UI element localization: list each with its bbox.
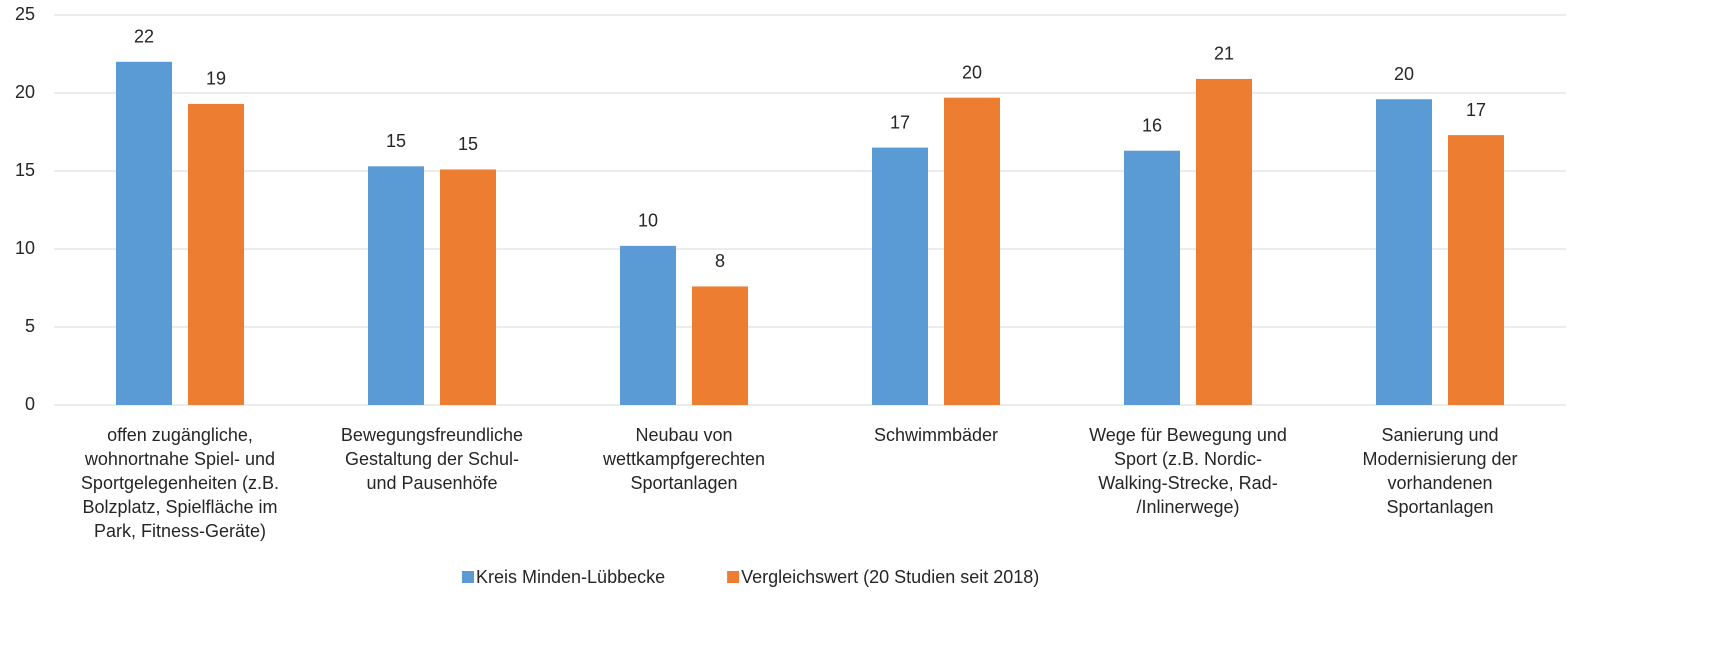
data-label: 22 [134, 27, 154, 47]
x-tick-label: Bewegungsfreundliche [341, 425, 523, 445]
bar [1376, 99, 1432, 406]
x-tick-label: Sportanlagen [1386, 497, 1493, 517]
x-tick-label: Sanierung und [1381, 425, 1498, 445]
bar [368, 166, 424, 405]
data-label: 8 [715, 251, 725, 271]
data-label: 16 [1142, 115, 1162, 135]
legend-label: Vergleichswert (20 Studien seit 2018) [741, 567, 1039, 587]
bar [620, 245, 676, 405]
data-label: 17 [1466, 100, 1486, 120]
data-label: 19 [206, 69, 226, 89]
x-tick-label: Walking-Strecke, Rad- [1098, 473, 1277, 493]
x-tick-label: Park, Fitness-Geräte) [94, 521, 266, 541]
x-tick-label: und Pausenhöfe [366, 473, 497, 493]
legend-swatch [462, 571, 474, 583]
x-tick-label: Gestaltung der Schul- [345, 449, 519, 469]
data-label: 15 [458, 134, 478, 154]
x-tick-label: Neubau von [635, 425, 732, 445]
y-tick-label: 20 [15, 82, 35, 102]
x-tick-label: /Inlinerwege) [1136, 497, 1239, 517]
x-tick-label: wohnortnahe Spiel- und [84, 449, 275, 469]
data-label: 20 [962, 62, 982, 82]
data-label: 10 [638, 211, 658, 231]
y-tick-label: 10 [15, 238, 35, 258]
bar [440, 169, 496, 405]
data-label: 17 [890, 112, 910, 132]
x-tick-label: Sportgelegenheiten (z.B. [81, 473, 279, 493]
legend-label: Kreis Minden-Lübbecke [476, 567, 665, 587]
x-tick-label: vorhandenen [1387, 473, 1492, 493]
data-label: 20 [1394, 64, 1414, 84]
x-tick-label: Bolzplatz, Spielfläche im [82, 497, 277, 517]
data-label: 21 [1214, 44, 1234, 64]
x-tick-label: wettkampfgerechten [602, 449, 765, 469]
x-tick-label: Wege für Bewegung und [1089, 425, 1287, 445]
y-tick-label: 15 [15, 160, 35, 180]
y-tick-label: 25 [15, 4, 35, 24]
x-tick-label: Sport (z.B. Nordic- [1114, 449, 1262, 469]
y-tick-label: 0 [25, 394, 35, 414]
y-tick-label: 5 [25, 316, 35, 336]
bar [1196, 78, 1252, 406]
x-tick-label: Schwimmbäder [874, 425, 998, 445]
bar [944, 97, 1000, 406]
bar [692, 286, 748, 405]
legend-swatch [727, 571, 740, 583]
bar [1124, 150, 1180, 405]
bar [1448, 135, 1504, 405]
bar [188, 103, 244, 406]
x-tick-label: offen zugängliche, [107, 425, 253, 445]
data-label: 15 [386, 131, 406, 151]
x-tick-label: Modernisierung der [1362, 449, 1517, 469]
bar [872, 147, 928, 405]
x-tick-label: Sportanlagen [630, 473, 737, 493]
bar [116, 61, 172, 406]
